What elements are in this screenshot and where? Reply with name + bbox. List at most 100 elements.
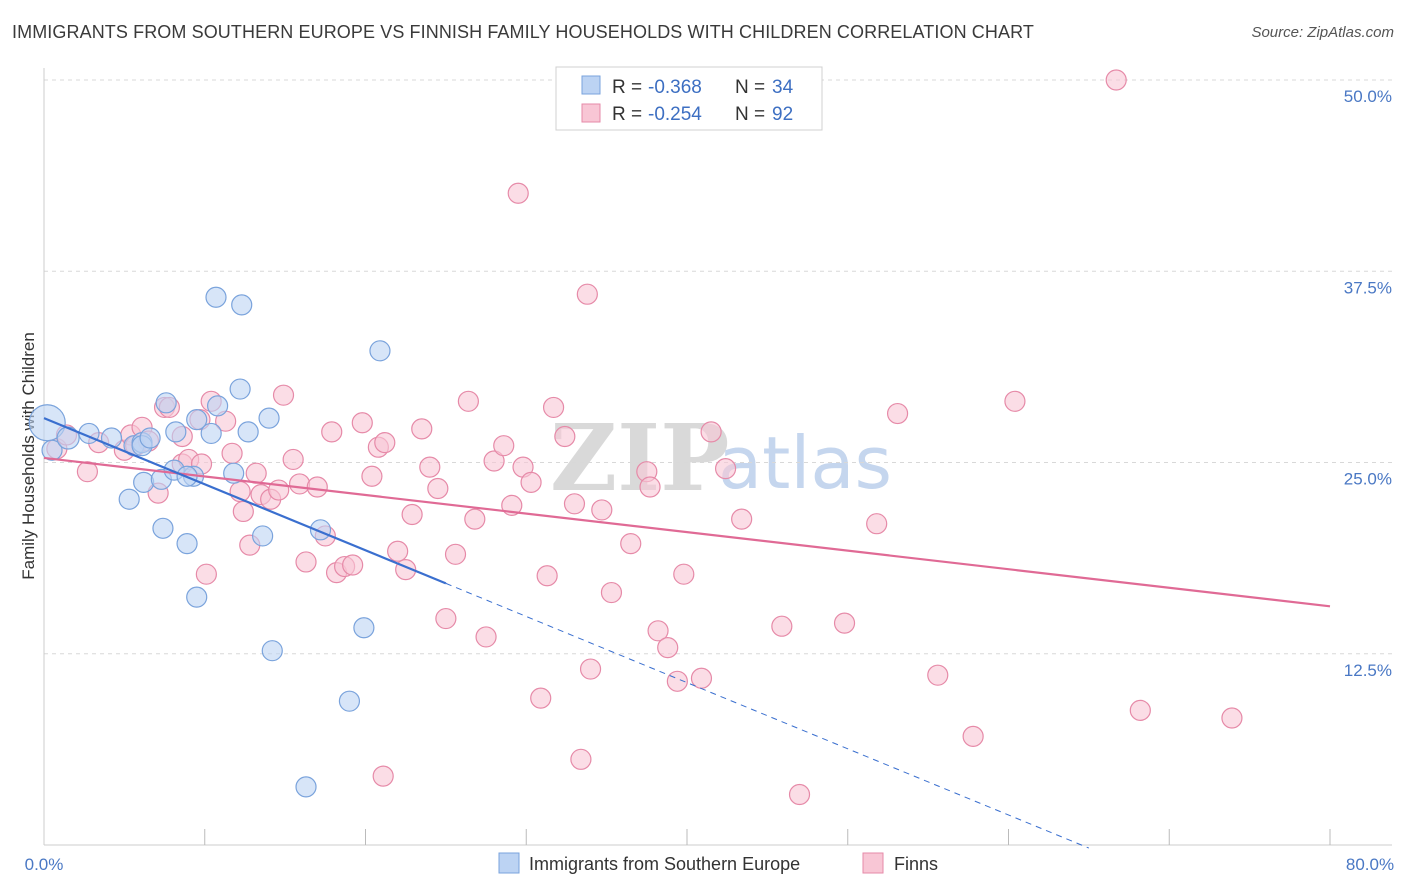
southern-europe-point bbox=[176, 532, 198, 555]
finns-point bbox=[520, 471, 542, 493]
finns-trend-line bbox=[43, 456, 1331, 608]
finns-point bbox=[554, 425, 576, 448]
finns-point bbox=[221, 442, 243, 464]
southern-europe-point bbox=[186, 586, 208, 608]
y-tick-label: 37.5% bbox=[1344, 278, 1392, 297]
finns-point bbox=[673, 563, 695, 585]
southern-europe-point bbox=[205, 286, 227, 308]
southern-europe-point bbox=[200, 422, 222, 445]
finns-point bbox=[1004, 390, 1026, 412]
finns-point bbox=[1129, 699, 1151, 721]
southern-europe-point bbox=[229, 378, 251, 400]
chart-title: IMMIGRANTS FROM SOUTHERN EUROPE VS FINNI… bbox=[12, 22, 1034, 42]
finns-point bbox=[600, 581, 623, 604]
legend-n-value-2: 92 bbox=[772, 104, 793, 125]
southern-europe-point bbox=[237, 421, 259, 443]
finns-point bbox=[579, 658, 602, 680]
southern-europe-points bbox=[28, 286, 391, 798]
finns-point bbox=[457, 390, 479, 412]
finns-point bbox=[372, 765, 394, 787]
legend-r-value-1: -0.368 bbox=[648, 77, 702, 98]
chart-source: Source: ZipAtlas.com bbox=[1251, 24, 1394, 41]
bottom-legend-swatch-pink bbox=[862, 852, 884, 874]
southern-europe-point bbox=[41, 439, 63, 461]
finns-point bbox=[288, 473, 311, 495]
finns-point bbox=[342, 554, 364, 576]
finns-point bbox=[76, 461, 99, 483]
finns-point bbox=[866, 513, 888, 535]
legend-n-label-2: N = bbox=[735, 104, 765, 125]
legend-n-label-1: N = bbox=[735, 77, 765, 98]
finns-point bbox=[714, 458, 737, 480]
southern-europe-point bbox=[152, 517, 174, 539]
finns-point bbox=[351, 412, 373, 434]
southern-europe-point bbox=[369, 340, 391, 362]
southern-europe-point bbox=[252, 525, 274, 547]
y-tick-labels: 12.5% 25.0% 37.5% 50.0% bbox=[1344, 87, 1392, 680]
finns-point bbox=[570, 748, 592, 770]
x-tick-label-max: 80.0% bbox=[1346, 855, 1394, 874]
finns-point bbox=[435, 607, 457, 630]
finns-point bbox=[374, 432, 396, 454]
legend-n-value-1: 34 bbox=[772, 77, 794, 98]
finns-point bbox=[361, 465, 383, 487]
finns-point bbox=[962, 725, 984, 747]
y-tick-label: 12.5% bbox=[1344, 661, 1392, 680]
southern-europe-point bbox=[139, 427, 161, 449]
finns-point bbox=[427, 477, 449, 500]
southern-europe-point bbox=[165, 421, 187, 443]
finns-point bbox=[788, 783, 811, 806]
finns-point bbox=[639, 476, 661, 498]
finns-point bbox=[530, 687, 552, 709]
trend-lines bbox=[43, 417, 1331, 849]
x-ticks bbox=[204, 829, 1331, 845]
finns-point bbox=[507, 182, 529, 204]
southern-europe-point bbox=[207, 395, 229, 417]
watermark: ZIP atlas bbox=[550, 404, 892, 512]
finns-point bbox=[464, 508, 486, 530]
legend-swatch-blue bbox=[581, 75, 601, 95]
finns-point bbox=[1105, 69, 1127, 91]
y-axis-label: Family Households with Children bbox=[19, 332, 38, 580]
legend-r-label-2: R = bbox=[612, 104, 642, 125]
finns-point bbox=[475, 626, 497, 648]
finns-point bbox=[195, 563, 217, 585]
gridlines bbox=[44, 79, 1392, 655]
bottom-legend-label-blue: Immigrants from Southern Europe bbox=[529, 854, 800, 874]
finns-point bbox=[1221, 707, 1243, 729]
finns-point bbox=[771, 615, 793, 637]
southern-europe-point bbox=[28, 404, 66, 442]
legend-r-value-2: -0.254 bbox=[648, 104, 702, 125]
finns-point bbox=[620, 532, 642, 555]
southern-europe-point bbox=[258, 407, 280, 429]
finns-point bbox=[493, 435, 515, 457]
southern-europe-point bbox=[186, 409, 208, 431]
finns-point bbox=[886, 402, 909, 425]
finns-point bbox=[411, 418, 433, 440]
finns-point bbox=[657, 637, 679, 659]
finns-point bbox=[306, 476, 328, 498]
finns-point bbox=[401, 503, 423, 526]
finns-point bbox=[536, 565, 558, 587]
legend: R = -0.368 N = 34 R = -0.254 N = 92 bbox=[555, 66, 823, 131]
legend-swatch-pink bbox=[581, 103, 601, 123]
finns-point bbox=[542, 396, 565, 419]
finns-point bbox=[321, 421, 343, 443]
finns-point bbox=[731, 508, 753, 530]
y-tick-label: 50.0% bbox=[1344, 87, 1392, 106]
finns-point bbox=[282, 448, 304, 471]
y-tick-label: 25.0% bbox=[1344, 470, 1392, 489]
x-tick-label-min: 0.0% bbox=[25, 855, 64, 874]
bottom-legend: Immigrants from Southern Europe Finns bbox=[498, 852, 938, 874]
finns-point bbox=[419, 456, 441, 478]
southern-europe-point bbox=[118, 488, 140, 510]
southern-europe-point bbox=[295, 776, 317, 798]
finns-point bbox=[591, 499, 613, 521]
finns-point bbox=[272, 384, 295, 406]
southern-europe-point bbox=[338, 690, 361, 712]
southern-europe-point bbox=[133, 471, 155, 493]
finns-point bbox=[700, 421, 722, 443]
finns-point bbox=[295, 551, 317, 573]
finns-point bbox=[268, 479, 290, 501]
